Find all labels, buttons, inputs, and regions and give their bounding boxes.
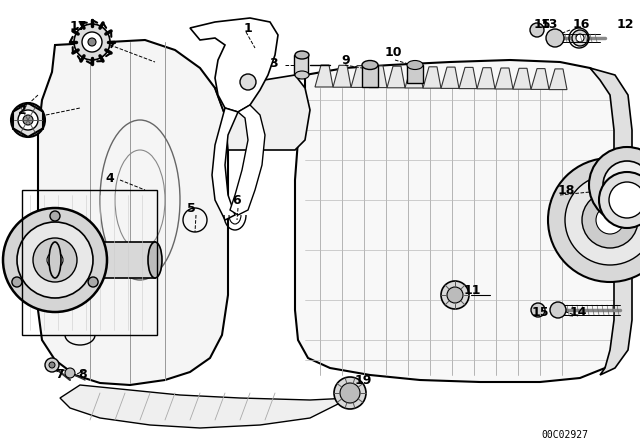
Circle shape <box>531 303 545 317</box>
Circle shape <box>45 358 59 372</box>
Ellipse shape <box>49 242 61 278</box>
Bar <box>22 190 157 335</box>
Text: 14: 14 <box>569 306 587 319</box>
Bar <box>55 242 155 278</box>
Text: 13: 13 <box>540 17 557 30</box>
Circle shape <box>441 281 469 309</box>
Circle shape <box>550 302 566 318</box>
Polygon shape <box>590 68 632 375</box>
Polygon shape <box>495 68 513 89</box>
Polygon shape <box>215 75 310 150</box>
Circle shape <box>88 277 98 287</box>
Circle shape <box>596 206 624 234</box>
Circle shape <box>23 115 33 125</box>
Ellipse shape <box>407 60 423 69</box>
Polygon shape <box>513 68 531 89</box>
Circle shape <box>609 182 640 218</box>
Polygon shape <box>477 68 495 89</box>
Text: 15: 15 <box>531 306 548 319</box>
Polygon shape <box>405 66 423 88</box>
Circle shape <box>3 208 107 312</box>
Text: 17: 17 <box>69 20 87 33</box>
Circle shape <box>65 368 75 378</box>
Text: 3: 3 <box>269 56 278 69</box>
Polygon shape <box>369 66 387 88</box>
Polygon shape <box>441 67 459 88</box>
Text: 5: 5 <box>187 202 195 215</box>
Circle shape <box>565 175 640 265</box>
Circle shape <box>88 38 96 46</box>
Polygon shape <box>531 69 549 90</box>
Text: 18: 18 <box>557 184 575 197</box>
Circle shape <box>47 252 63 268</box>
Circle shape <box>576 34 584 42</box>
Circle shape <box>340 383 360 403</box>
Polygon shape <box>459 67 477 89</box>
Circle shape <box>82 32 102 52</box>
Text: 16: 16 <box>572 17 589 30</box>
Circle shape <box>334 377 366 409</box>
Ellipse shape <box>148 242 162 278</box>
Ellipse shape <box>362 60 378 69</box>
Polygon shape <box>333 65 351 87</box>
Circle shape <box>603 161 640 209</box>
Polygon shape <box>295 60 622 382</box>
Circle shape <box>615 173 639 197</box>
Circle shape <box>240 74 256 90</box>
Circle shape <box>530 23 544 37</box>
Polygon shape <box>230 105 265 215</box>
Text: 00C02927: 00C02927 <box>541 430 589 440</box>
Polygon shape <box>60 385 350 428</box>
Text: 8: 8 <box>79 367 87 380</box>
Text: 15: 15 <box>533 17 551 30</box>
Circle shape <box>548 158 640 282</box>
Ellipse shape <box>295 51 309 59</box>
Polygon shape <box>212 108 238 220</box>
Text: 11: 11 <box>463 284 481 297</box>
Circle shape <box>11 103 45 137</box>
Circle shape <box>12 277 22 287</box>
Polygon shape <box>549 69 567 90</box>
Text: 12: 12 <box>616 17 634 30</box>
Polygon shape <box>315 65 333 87</box>
Circle shape <box>546 29 564 47</box>
Polygon shape <box>387 66 405 88</box>
Circle shape <box>17 222 93 298</box>
Text: 7: 7 <box>56 367 65 380</box>
Bar <box>407 65 423 83</box>
Circle shape <box>33 238 77 282</box>
Bar <box>294 55 308 75</box>
Text: 2: 2 <box>18 103 26 116</box>
Circle shape <box>74 24 110 60</box>
Circle shape <box>447 287 463 303</box>
Circle shape <box>589 147 640 223</box>
Text: 19: 19 <box>355 375 372 388</box>
Circle shape <box>599 172 640 228</box>
Circle shape <box>50 211 60 221</box>
Ellipse shape <box>295 71 309 79</box>
Polygon shape <box>38 40 228 385</box>
Text: 6: 6 <box>233 194 241 207</box>
Text: 4: 4 <box>106 172 115 185</box>
Text: 9: 9 <box>342 53 350 66</box>
Circle shape <box>572 30 588 46</box>
Circle shape <box>49 362 55 368</box>
Text: 1: 1 <box>244 22 252 34</box>
Circle shape <box>582 192 638 248</box>
Polygon shape <box>351 65 369 87</box>
Text: 10: 10 <box>384 46 402 59</box>
Polygon shape <box>423 67 441 88</box>
Bar <box>362 65 378 87</box>
Circle shape <box>18 110 38 130</box>
Polygon shape <box>190 18 278 112</box>
